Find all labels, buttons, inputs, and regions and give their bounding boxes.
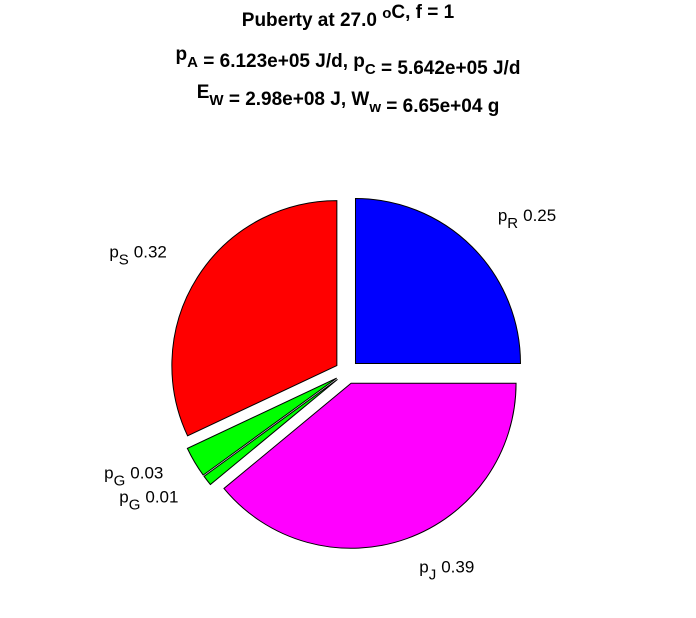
label-symbol: p xyxy=(119,488,128,507)
label-symbol: p xyxy=(419,558,428,577)
title-text: = 2.98e+08 J, W xyxy=(224,89,370,110)
label-symbol: p xyxy=(104,464,113,483)
label-subscript: R xyxy=(507,215,518,232)
pie-slice xyxy=(186,377,337,476)
chart-title: Puberty at 27.0 oC, f = 1 xyxy=(242,2,455,31)
title-subscript: C xyxy=(365,61,376,78)
title-subscript: W xyxy=(209,92,224,109)
pie-slice xyxy=(203,378,338,486)
value-label: 0.01 xyxy=(145,488,178,507)
title-text: C, f = 1 xyxy=(391,2,454,23)
slice-label: pS 0.32 xyxy=(109,243,167,269)
chart-title: EW = 2.98e+08 J, Ww = 6.65e+04 g xyxy=(197,82,500,117)
value-label: 0.25 xyxy=(523,206,556,225)
label-symbol: p xyxy=(109,243,118,262)
title-text: = 6.123e+05 J/d, p xyxy=(198,51,365,72)
value-label: 0.39 xyxy=(441,558,474,577)
title-subscript: A xyxy=(187,54,198,71)
value-label: 0.03 xyxy=(130,464,163,483)
title-superscript: o xyxy=(382,5,391,22)
title-text: Puberty at 27.0 xyxy=(242,10,382,31)
pie-slice xyxy=(354,198,521,365)
title-text: = 5.642e+05 J/d xyxy=(376,58,521,79)
slice-label: pG 0.01 xyxy=(119,488,178,514)
pie-slice xyxy=(171,200,338,437)
slice-label: pG 0.03 xyxy=(104,464,163,490)
title-text: p xyxy=(176,44,188,65)
slice-label: pJ 0.39 xyxy=(419,558,474,584)
label-subscript: J xyxy=(429,567,437,584)
label-subscript: G xyxy=(114,473,126,490)
label-subscript: S xyxy=(119,252,129,269)
chart-title: pA = 6.123e+05 J/d, pC = 5.642e+05 J/d xyxy=(176,44,521,79)
title-text: = 6.65e+04 g xyxy=(381,96,499,117)
value-label: 0.32 xyxy=(134,243,167,262)
label-symbol: p xyxy=(498,206,507,225)
title-subscript: w xyxy=(368,99,381,116)
pie-slice xyxy=(223,382,517,549)
title-text: E xyxy=(197,82,210,103)
label-subscript: G xyxy=(129,497,141,514)
slice-label: pR 0.25 xyxy=(498,206,556,232)
